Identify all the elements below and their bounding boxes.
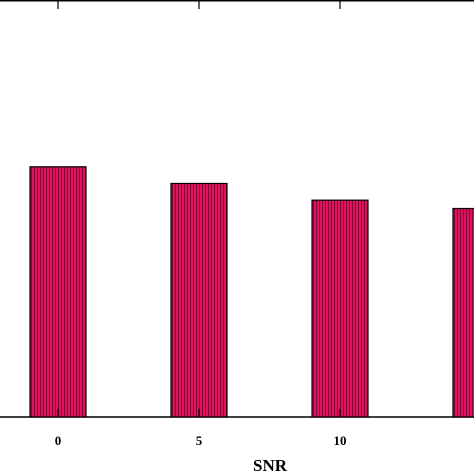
bar-15	[452, 207, 474, 418]
x-tick-label-0: 0	[55, 433, 62, 448]
x-tick-label-5: 5	[196, 433, 203, 448]
x-axis-title: SNR	[253, 456, 288, 474]
bars	[29, 166, 474, 418]
bar-5	[170, 182, 228, 418]
ticks	[57, 0, 341, 417]
bar-10	[311, 199, 369, 418]
tick-labels: 051015	[55, 433, 347, 448]
x-tick-label-10: 10	[334, 433, 347, 448]
bar-0	[29, 166, 87, 418]
